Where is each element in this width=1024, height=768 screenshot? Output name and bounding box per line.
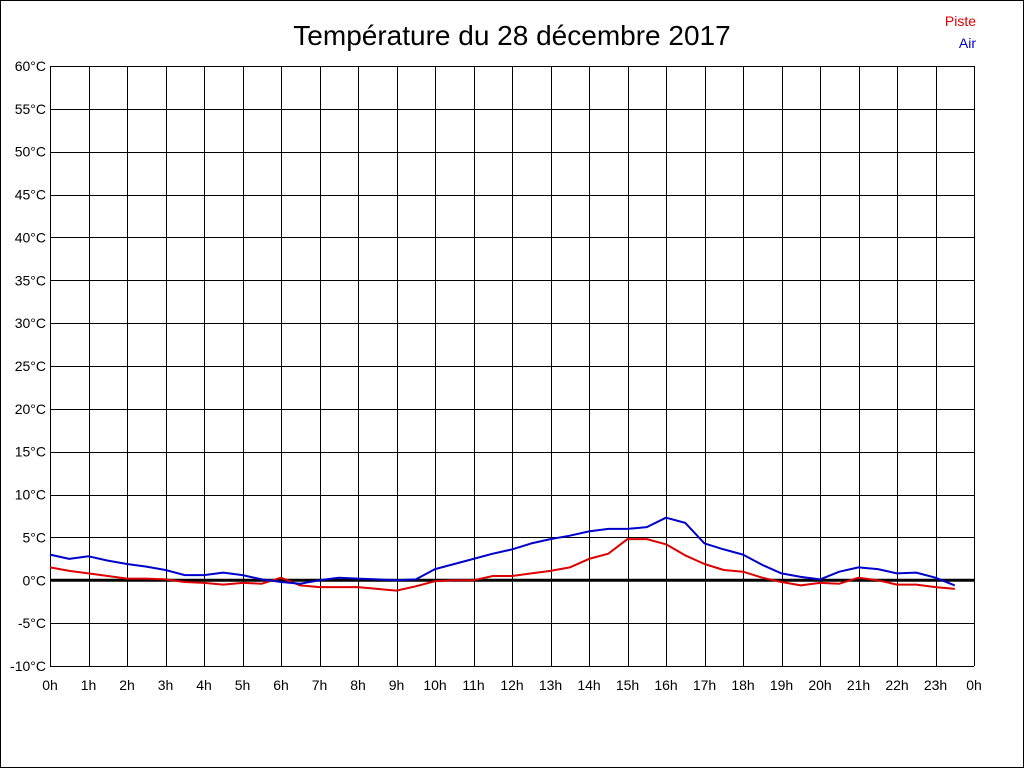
x-tick-label: 20h: [808, 677, 831, 693]
chart-title: Température du 28 décembre 2017: [293, 20, 730, 51]
x-tick-label: 19h: [770, 677, 793, 693]
y-tick-label: 35°C: [15, 272, 46, 288]
legend: Piste Air: [945, 13, 976, 51]
y-tick-label: 55°C: [15, 101, 46, 117]
x-axis-labels: 0h 1h 2h 3h 4h 5h 6h 7h 8h 9h 10h 11h 12h 13h 14h 15h 16…: [42, 677, 982, 693]
x-tick-label: 12h: [500, 677, 523, 693]
y-tick-label: 25°C: [15, 358, 46, 374]
y-tick-label: -10°C: [10, 658, 46, 674]
y-tick-label: 40°C: [15, 229, 46, 245]
x-tick-label: 1h: [81, 677, 97, 693]
x-tick-label: 16h: [654, 677, 677, 693]
x-tick-label: 23h: [924, 677, 947, 693]
y-tick-label: 5°C: [23, 529, 47, 545]
y-tick-label: -5°C: [18, 615, 46, 631]
series-line-air: [49, 516, 956, 587]
x-tick-label: 18h: [731, 677, 754, 693]
x-tick-label: 2h: [119, 677, 135, 693]
x-tick-label: 13h: [539, 677, 562, 693]
y-tick-label: 15°C: [15, 444, 46, 460]
x-tick-label: 0h: [42, 677, 58, 693]
x-tick-label: 8h: [350, 677, 366, 693]
x-tick-label: 10h: [423, 677, 446, 693]
series-lines: [49, 516, 956, 592]
y-tick-label: 30°C: [15, 315, 46, 331]
x-tick-label: 9h: [389, 677, 405, 693]
series-line-piste: [49, 538, 955, 592]
grid: [50, 66, 975, 667]
y-tick-label: 10°C: [15, 487, 46, 503]
x-tick-label: 4h: [196, 677, 212, 693]
y-tick-label: 60°C: [15, 58, 46, 74]
y-tick-label: 50°C: [15, 144, 46, 160]
y-tick-label: 45°C: [15, 187, 46, 203]
x-tick-label: 0h: [966, 677, 982, 693]
y-axis-labels: -10°C -5°C 0°C 5°C 10°C 15°C 20°C 25°C 30°C 35°C 4…: [10, 58, 46, 674]
x-tick-label: 5h: [235, 677, 251, 693]
x-tick-label: 21h: [847, 677, 870, 693]
legend-entry-piste: Piste: [945, 13, 976, 29]
x-tick-label: 6h: [273, 677, 289, 693]
x-tick-label: 17h: [693, 677, 716, 693]
legend-entry-air: Air: [959, 35, 976, 51]
x-tick-label: 3h: [158, 677, 174, 693]
y-tick-label: 20°C: [15, 401, 46, 417]
x-tick-label: 7h: [312, 677, 328, 693]
x-tick-label: 14h: [577, 677, 600, 693]
y-tick-label: 0°C: [23, 572, 47, 588]
x-tick-label: 11h: [462, 677, 484, 693]
x-tick-label: 22h: [885, 677, 908, 693]
x-tick-label: 15h: [616, 677, 639, 693]
